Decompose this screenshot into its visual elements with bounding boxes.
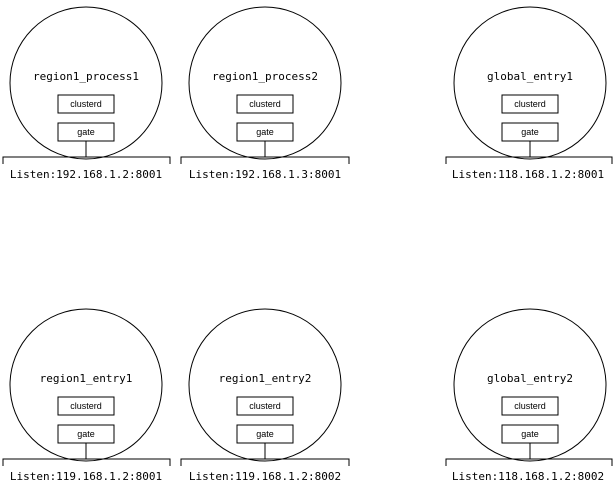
node-region1-process1: region1_process1 clusterd gate Listen:19…	[2, 6, 171, 181]
clusterd-box	[57, 94, 115, 114]
listen-bracket	[180, 458, 350, 466]
node-circle	[9, 308, 163, 462]
listen-address: Listen:118.168.1.2:8001	[452, 168, 604, 181]
node-circle	[453, 6, 607, 160]
gate-label: gate	[521, 429, 539, 439]
node-title: region1_entry1	[40, 372, 133, 385]
gate-label: gate	[77, 429, 95, 439]
node-region1-entry2: region1_entry2 clusterd gate Listen:119.…	[180, 308, 350, 483]
listen-bracket	[445, 156, 613, 164]
node-title: region1_entry2	[219, 372, 312, 385]
gate-label: gate	[256, 429, 274, 439]
clusterd-box	[501, 94, 559, 114]
listen-bracket	[180, 156, 350, 164]
clusterd-label: clusterd	[514, 99, 546, 109]
clusterd-box	[236, 396, 294, 416]
clusterd-label: clusterd	[249, 401, 281, 411]
node-circle	[9, 6, 163, 160]
gate-label: gate	[256, 127, 274, 137]
clusterd-label: clusterd	[70, 99, 102, 109]
node-title: region1_process2	[212, 70, 318, 83]
listen-address: Listen:192.168.1.2:8001	[10, 168, 162, 181]
node-region1-process2: region1_process2 clusterd gate Listen:19…	[180, 6, 350, 181]
listen-bracket	[2, 458, 171, 466]
listen-address: Listen:118.168.1.2:8002	[452, 470, 604, 483]
node-title: region1_process1	[33, 70, 139, 83]
listen-bracket	[2, 156, 171, 164]
node-global-entry2: global_entry2 clusterd gate Listen:118.1…	[445, 308, 613, 483]
node-circle	[188, 308, 342, 462]
clusterd-label: clusterd	[514, 401, 546, 411]
clusterd-box	[57, 396, 115, 416]
listen-bracket	[445, 458, 613, 466]
node-global-entry1: global_entry1 clusterd gate Listen:118.1…	[445, 6, 613, 181]
clusterd-label: clusterd	[249, 99, 281, 109]
node-title: global_entry2	[487, 372, 573, 385]
node-circle	[453, 308, 607, 462]
clusterd-label: clusterd	[70, 401, 102, 411]
listen-address: Listen:119.168.1.2:8002	[189, 470, 341, 483]
node-title: global_entry1	[487, 70, 573, 83]
clusterd-box	[236, 94, 294, 114]
node-circle	[188, 6, 342, 160]
clusterd-box	[501, 396, 559, 416]
node-region1-entry1: region1_entry1 clusterd gate Listen:119.…	[2, 308, 171, 483]
gate-label: gate	[521, 127, 539, 137]
listen-address: Listen:192.168.1.3:8001	[189, 168, 341, 181]
listen-address: Listen:119.168.1.2:8001	[10, 470, 162, 483]
gate-label: gate	[77, 127, 95, 137]
